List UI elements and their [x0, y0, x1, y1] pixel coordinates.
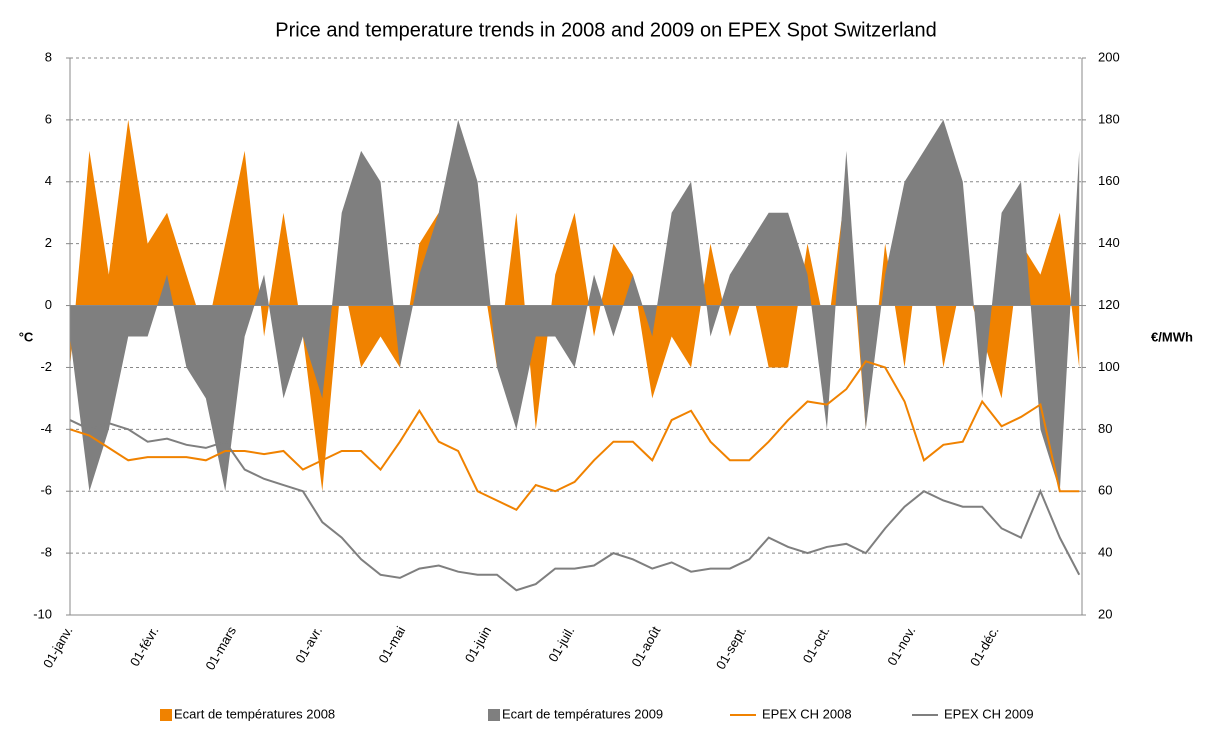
y-tick-label: -6	[40, 483, 52, 498]
price-line	[69, 360, 1080, 512]
price-line	[69, 419, 1081, 592]
x-tick-label: 01-déc.	[967, 624, 1002, 669]
x-tick-label: 01-juin	[462, 624, 495, 665]
y2-axis-title: €/MWh	[1151, 329, 1193, 344]
y2-tick-label: 160	[1098, 173, 1120, 188]
chart-title: Price and temperature trends in 2008 and…	[275, 19, 937, 41]
legend-label: EPEX CH 2008	[762, 706, 852, 721]
x-tick-label: 01-oct.	[800, 624, 833, 666]
y-tick-label: -4	[40, 421, 52, 436]
y-tick-label: 8	[45, 49, 52, 64]
y2-tick-label: 120	[1098, 297, 1120, 312]
y-tick-label: -8	[40, 545, 52, 560]
y-tick-label: 4	[45, 173, 52, 188]
x-tick-label: 01-juil.	[545, 624, 577, 665]
x-tick-label: 01-févr.	[127, 624, 162, 669]
y2-tick-label: 20	[1098, 606, 1112, 621]
legend-swatch	[160, 709, 172, 721]
y2-tick-label: 60	[1098, 483, 1112, 498]
y2-tick-label: 80	[1098, 421, 1112, 436]
x-tick-label: 01-mars	[202, 623, 239, 672]
x-tick-label: 01-nov.	[884, 624, 918, 668]
y-tick-label: 6	[45, 111, 52, 126]
y-tick-label: -2	[40, 359, 52, 374]
x-tick-label: 01-mai	[375, 624, 408, 666]
legend-label: Ecart de températures 2009	[502, 706, 663, 721]
legend-swatch	[488, 709, 500, 721]
x-tick-label: 01-avr.	[292, 624, 325, 666]
x-tick-label: 01-sept.	[713, 624, 749, 672]
y2-tick-label: 140	[1098, 235, 1120, 250]
y2-tick-label: 200	[1098, 49, 1120, 64]
y-tick-label: 0	[45, 297, 52, 312]
y2-tick-label: 40	[1098, 545, 1112, 560]
legend-label: Ecart de températures 2008	[174, 706, 335, 721]
y2-tick-label: 180	[1098, 111, 1120, 126]
y-tick-label: 2	[45, 235, 52, 250]
y-axis-title: °C	[19, 329, 34, 344]
legend-label: EPEX CH 2009	[944, 706, 1034, 721]
x-tick-label: 01-janv.	[40, 624, 76, 671]
y-tick-label: -10	[33, 606, 52, 621]
x-tick-label: 01-août	[628, 623, 663, 669]
y2-tick-label: 100	[1098, 359, 1120, 374]
